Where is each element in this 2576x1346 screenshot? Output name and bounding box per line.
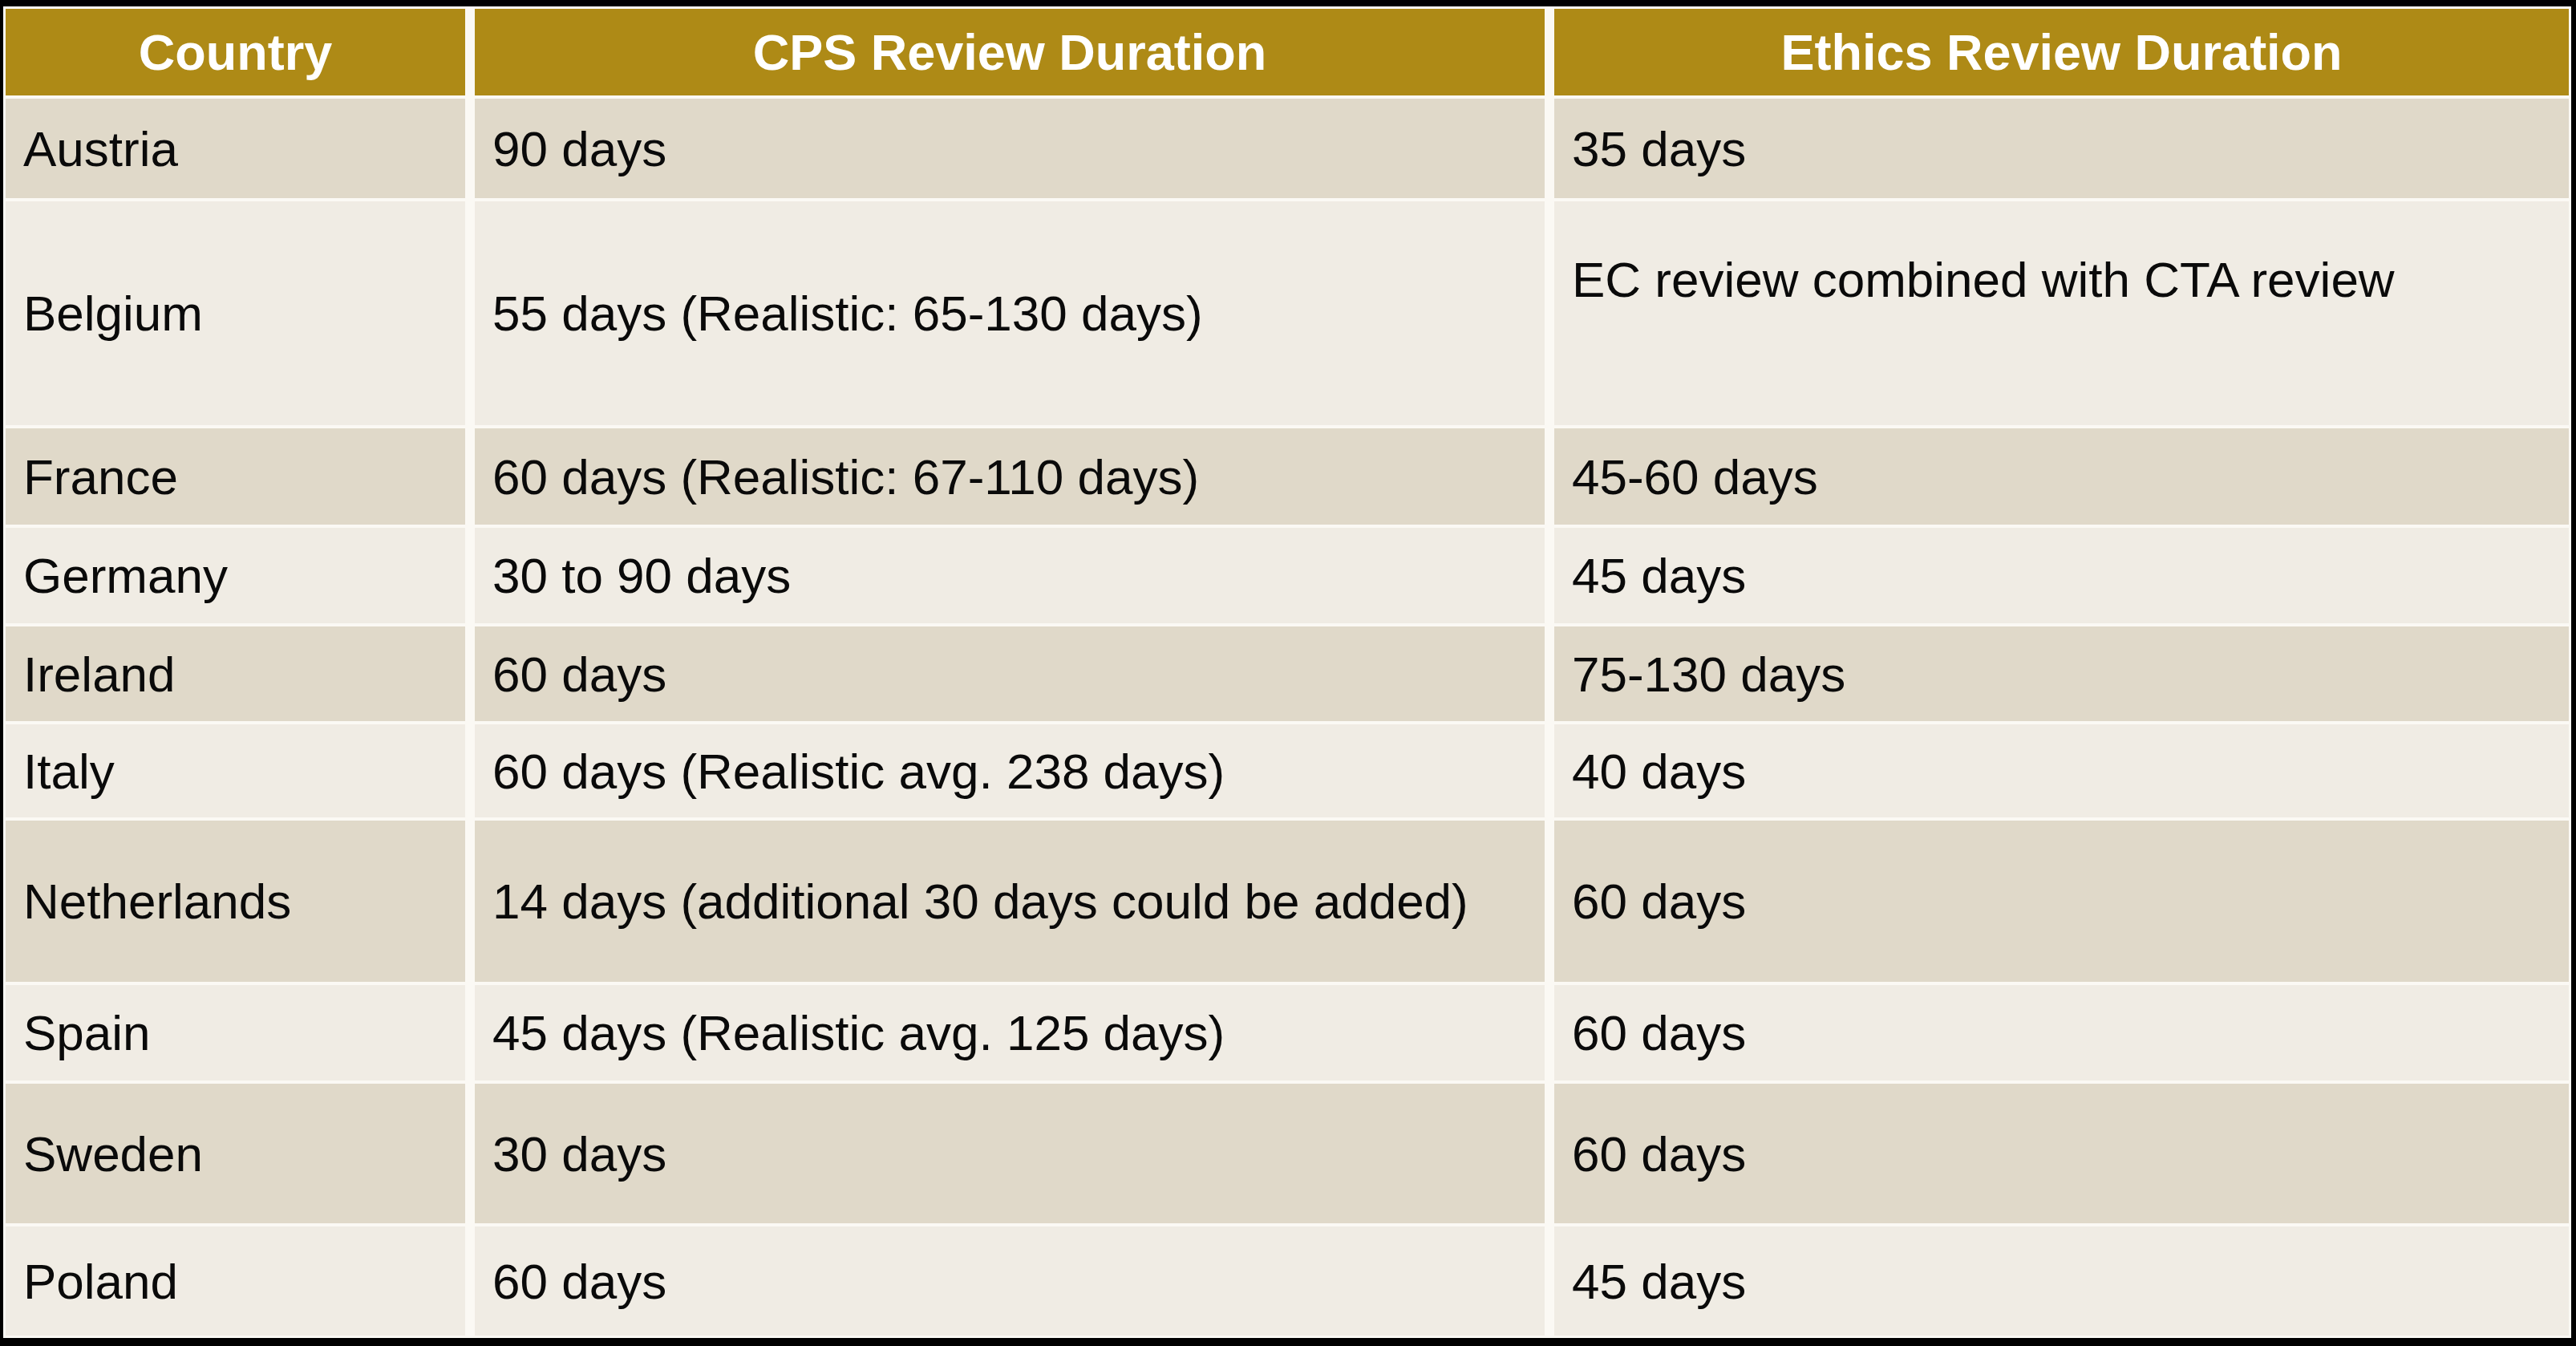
cell-country: Italy [6, 724, 465, 817]
cell-ethics: 60 days [1554, 985, 2569, 1080]
cell-cps: 90 days [475, 99, 1545, 198]
cell-ethics: 35 days [1554, 99, 2569, 198]
cell-cps: 55 days (Realistic: 65-130 days) [475, 201, 1545, 425]
cell-ethics: 60 days [1554, 1084, 2569, 1223]
cell-ethics: EC review combined with CTA review [1554, 201, 2569, 425]
cell-country: Poland [6, 1226, 465, 1336]
cell-ethics: 40 days [1554, 724, 2569, 817]
cell-ethics: 60 days [1554, 821, 2569, 982]
cell-cps: 60 days [475, 626, 1545, 721]
cell-ethics: 45 days [1554, 528, 2569, 623]
cell-country: Netherlands [6, 821, 465, 982]
table-background: Country CPS Review Duration Ethics Revie… [3, 6, 2571, 1338]
cell-country: France [6, 428, 465, 525]
cell-country: Austria [6, 99, 465, 198]
cell-cps: 45 days (Realistic avg. 125 days) [475, 985, 1545, 1080]
cell-ethics: 75-130 days [1554, 626, 2569, 721]
cell-country: Belgium [6, 201, 465, 425]
cell-cps: 60 days (Realistic: 67-110 days) [475, 428, 1545, 525]
cell-country: Ireland [6, 626, 465, 721]
table-frame: Country CPS Review Duration Ethics Revie… [0, 0, 2576, 1346]
cell-cps: 60 days (Realistic avg. 238 days) [475, 724, 1545, 817]
cell-cps: 30 days [475, 1084, 1545, 1223]
column-header-cps-review-duration: CPS Review Duration [475, 9, 1545, 95]
column-header-ethics-review-duration: Ethics Review Duration [1554, 9, 2569, 95]
cell-country: Germany [6, 528, 465, 623]
cell-country: Sweden [6, 1084, 465, 1223]
column-header-country: Country [6, 9, 465, 95]
cell-cps: 30 to 90 days [475, 528, 1545, 623]
cell-ethics-text: EC review combined with CTA review [1572, 251, 2395, 308]
cell-ethics: 45 days [1554, 1226, 2569, 1336]
cell-country: Spain [6, 985, 465, 1080]
cell-cps: 14 days (additional 30 days could be add… [475, 821, 1545, 982]
cell-cps: 60 days [475, 1226, 1545, 1336]
cell-ethics: 45-60 days [1554, 428, 2569, 525]
review-duration-table: Country CPS Review Duration Ethics Revie… [6, 9, 2569, 1336]
